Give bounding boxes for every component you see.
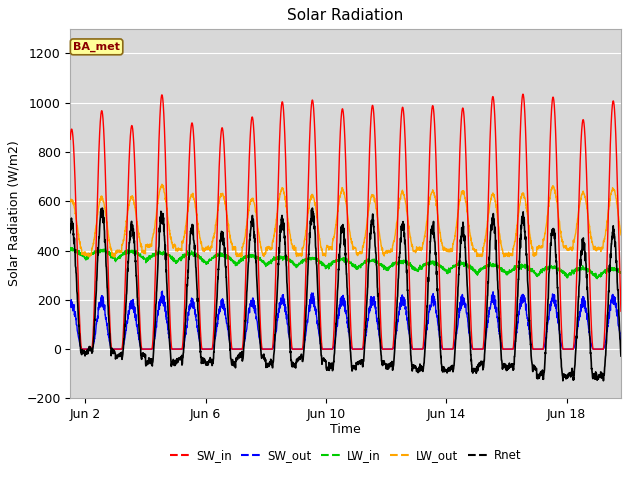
Text: BA_met: BA_met: [73, 42, 120, 52]
Title: Solar Radiation: Solar Radiation: [287, 9, 404, 24]
Y-axis label: Solar Radiation (W/m2): Solar Radiation (W/m2): [8, 141, 20, 287]
X-axis label: Time: Time: [330, 422, 361, 435]
Legend: SW_in, SW_out, LW_in, LW_out, Rnet: SW_in, SW_out, LW_in, LW_out, Rnet: [165, 444, 526, 467]
